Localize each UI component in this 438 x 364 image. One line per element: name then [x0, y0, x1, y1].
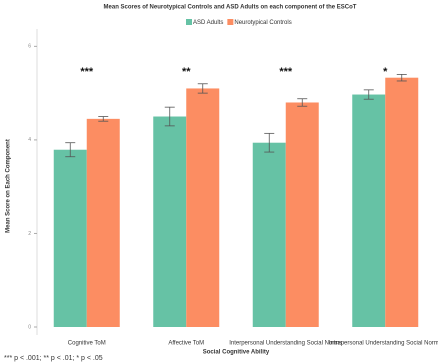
- bar: [186, 88, 220, 327]
- legend-label: Neurotypical Controls: [234, 20, 291, 26]
- y-tick-label: 6: [28, 44, 31, 50]
- x-tick-label: Interpersonal Understanding Social Norms: [229, 341, 342, 347]
- significance-label: ***: [279, 66, 293, 78]
- x-tick-label: Intrapersonal Understanding Social Norms: [329, 341, 438, 347]
- significance-label: **: [182, 66, 191, 78]
- x-tick-label: Cognitive ToM: [68, 341, 106, 347]
- y-tick-label: 4: [28, 137, 31, 143]
- x-axis-label: Social Cognitive Ability: [203, 350, 270, 356]
- y-tick-label: 2: [28, 231, 31, 237]
- x-tick-label: Affective ToM: [168, 341, 204, 347]
- footnote: *** p < .001; ** p < .01; * p < .05: [4, 355, 103, 362]
- significance-label: *: [383, 66, 388, 78]
- legend-swatch: [227, 19, 234, 25]
- bar: [352, 94, 386, 327]
- bar: [285, 102, 319, 327]
- legend-label: ASD Adults: [193, 20, 223, 26]
- chart-title: Mean Scores of Neurotypical Controls and…: [104, 5, 357, 11]
- y-tick-label: 0: [28, 324, 31, 330]
- bar: [53, 149, 87, 327]
- bar: [153, 116, 187, 327]
- bar: [385, 77, 419, 328]
- y-axis-label: Mean Score on Each Component: [6, 139, 12, 233]
- bar: [252, 142, 286, 327]
- significance-label: ***: [80, 66, 94, 78]
- legend-swatch: [186, 19, 192, 25]
- bar: [86, 118, 120, 328]
